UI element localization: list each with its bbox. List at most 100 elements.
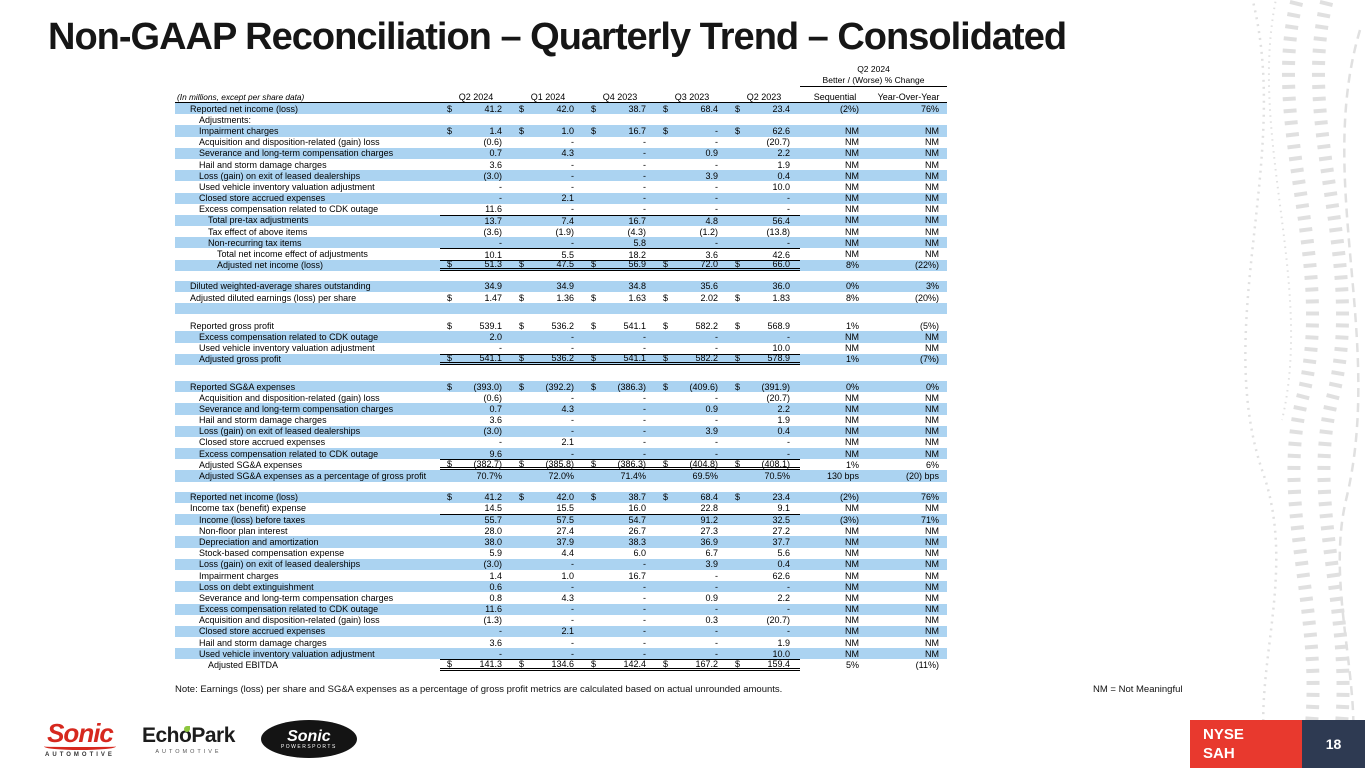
value-cell: 2.0 — [489, 331, 502, 342]
value-cell: (20.7) — [766, 615, 790, 626]
row-label: Reported net income (loss) — [190, 103, 299, 114]
value-cell: 6.0 — [633, 548, 646, 559]
value-cell: 10.1 — [440, 248, 512, 260]
sonic-automotive-subtext: AUTOMOTIVE — [45, 751, 115, 758]
row-label: Total pre-tax adjustments — [208, 215, 309, 226]
sequential-change-cell: NM — [845, 249, 859, 260]
table-row: Used vehicle inventory valuation adjustm… — [175, 343, 947, 354]
sequential-change-cell: NM — [845, 226, 859, 237]
value-cell: 9.6 — [489, 448, 502, 459]
value-cell: 2.1 — [561, 626, 574, 637]
sonic-powersports-wordmark: Sonic — [287, 727, 331, 745]
sequential-change-cell: NM — [845, 592, 859, 603]
value-cell: 38.3 — [628, 536, 646, 547]
value-cell: $1.0 — [519, 125, 574, 136]
yoy-change-cell: NM — [925, 604, 939, 615]
sequential-change-cell: (2%) — [839, 492, 859, 503]
value-cell: - — [715, 204, 718, 215]
table-row: Loss (gain) on exit of leased dealership… — [175, 558, 947, 570]
yoy-change-cell: NM — [925, 426, 939, 437]
value-cell: $68.4 — [663, 103, 718, 114]
row-label: Acquisition and disposition-related (gai… — [199, 615, 380, 626]
value-cell: (1.3) — [483, 615, 502, 626]
value-cell: $56.9 — [584, 259, 656, 271]
value-cell: $582.2 — [656, 353, 728, 365]
sequential-change-cell: NM — [845, 403, 859, 414]
row-label: Non-recurring tax items — [208, 237, 302, 248]
sequential-change-cell: 8% — [845, 260, 859, 271]
value-cell: - — [715, 648, 718, 659]
table-row: Tax effect of above items (3.6) (1.9) (4.3)… — [175, 226, 947, 237]
value-cell: 0.4 — [777, 559, 790, 570]
value-cell: 7.4 — [512, 214, 584, 226]
value-cell: 2.1 — [561, 193, 574, 204]
value-cell: 0.7 — [489, 148, 502, 159]
value-cell: - — [787, 448, 790, 459]
value-cell: 3.6 — [489, 159, 502, 170]
value-cell: - — [643, 426, 646, 437]
row-label: Adjusted SG&A expenses as a percentage o… — [199, 471, 427, 482]
value-cell: - — [571, 448, 574, 459]
value-cell: 0.9 — [705, 403, 718, 414]
column-header-q2-2024: Q2 2024 — [458, 92, 494, 102]
value-cell: 1.9 — [777, 159, 790, 170]
sequential-change-cell: NM — [845, 125, 859, 136]
value-cell: 11.6 — [485, 204, 502, 215]
value-cell — [656, 114, 728, 125]
row-label: Impairment charges — [199, 125, 279, 136]
yoy-change-cell: NM — [925, 215, 939, 226]
value-cell: (1.9) — [555, 226, 574, 237]
table-row: Closed store accrued expenses - 2.1 - - - NM NM — [175, 437, 947, 448]
table-row: Excess compensation related to CDK outag… — [175, 603, 947, 615]
table-row: Impairment charges 1.4 1.0 16.7 - 62.6 NM NM — [175, 570, 947, 581]
value-cell: - — [643, 159, 646, 170]
sequential-change-cell: NM — [845, 159, 859, 170]
sonic-swoosh-icon — [44, 743, 116, 750]
sequential-change-cell: NM — [845, 648, 859, 659]
value-cell: $ (385.8) — [512, 459, 584, 471]
row-label: Adjustments: — [199, 114, 252, 125]
row-label: Closed store accrued expenses — [199, 437, 326, 448]
table-row: Adjusted diluted earnings (loss) per sha… — [175, 292, 947, 303]
value-cell: 2.2 — [777, 592, 790, 603]
value-cell: 0.7 — [489, 403, 502, 414]
table-row: Depreciation and amortization 38.0 37.9 38.… — [175, 536, 947, 548]
value-cell: - — [715, 570, 718, 581]
table-row: Excess compensation related to CDK outag… — [175, 448, 947, 460]
value-cell: 4.4 — [561, 548, 574, 559]
value-cell: (20.7) — [766, 137, 790, 148]
table-gap-row — [175, 303, 947, 315]
row-label: Excess compensation related to CDK outag… — [199, 604, 379, 615]
units-note: (In millions, except per share data) — [177, 92, 305, 102]
value-cell: 27.2 — [772, 525, 790, 536]
value-cell: 4.8 — [656, 214, 728, 226]
sonic-powersports-logo: Sonic POWERSPORTS — [260, 720, 357, 758]
value-cell: $1.47 — [447, 292, 502, 303]
sequential-change-cell: 5% — [845, 660, 859, 671]
value-cell: $541.1 — [591, 320, 646, 331]
value-cell: - — [571, 615, 574, 626]
nyse-ticker-badge: NYSE SAH — [1190, 720, 1302, 768]
value-cell: $167.2 — [656, 659, 728, 671]
value-cell: - — [499, 437, 502, 448]
value-cell: - — [571, 204, 574, 215]
value-cell: 5.6 — [777, 548, 790, 559]
value-cell: 10.0 — [772, 181, 790, 192]
value-cell: $66.0 — [728, 259, 800, 271]
row-label: Income tax (benefit) expense — [190, 503, 307, 514]
value-cell: 5.5 — [512, 248, 584, 260]
value-cell: $38.7 — [591, 492, 646, 503]
value-cell: - — [787, 331, 790, 342]
table-row: Hail and storm damage charges 3.6 - - - 1.9 NM… — [175, 637, 947, 648]
yoy-change-cell: NM — [925, 226, 939, 237]
table-row: Adjusted gross profit $541.1 $536.2 $541.1 $… — [175, 353, 947, 365]
table-row: Hail and storm damage charges 3.6 - - - 1.9 NM… — [175, 159, 947, 170]
value-cell: 18.2 — [584, 248, 656, 260]
value-cell: $62.6 — [735, 125, 790, 136]
table-row: Excess compensation related to CDK outag… — [175, 331, 947, 343]
table-row: Used vehicle inventory valuation adjustm… — [175, 648, 947, 660]
value-cell: 72.0% — [548, 471, 574, 482]
value-cell: 57.5 — [512, 514, 584, 525]
sequential-change-cell: 1% — [845, 354, 859, 365]
